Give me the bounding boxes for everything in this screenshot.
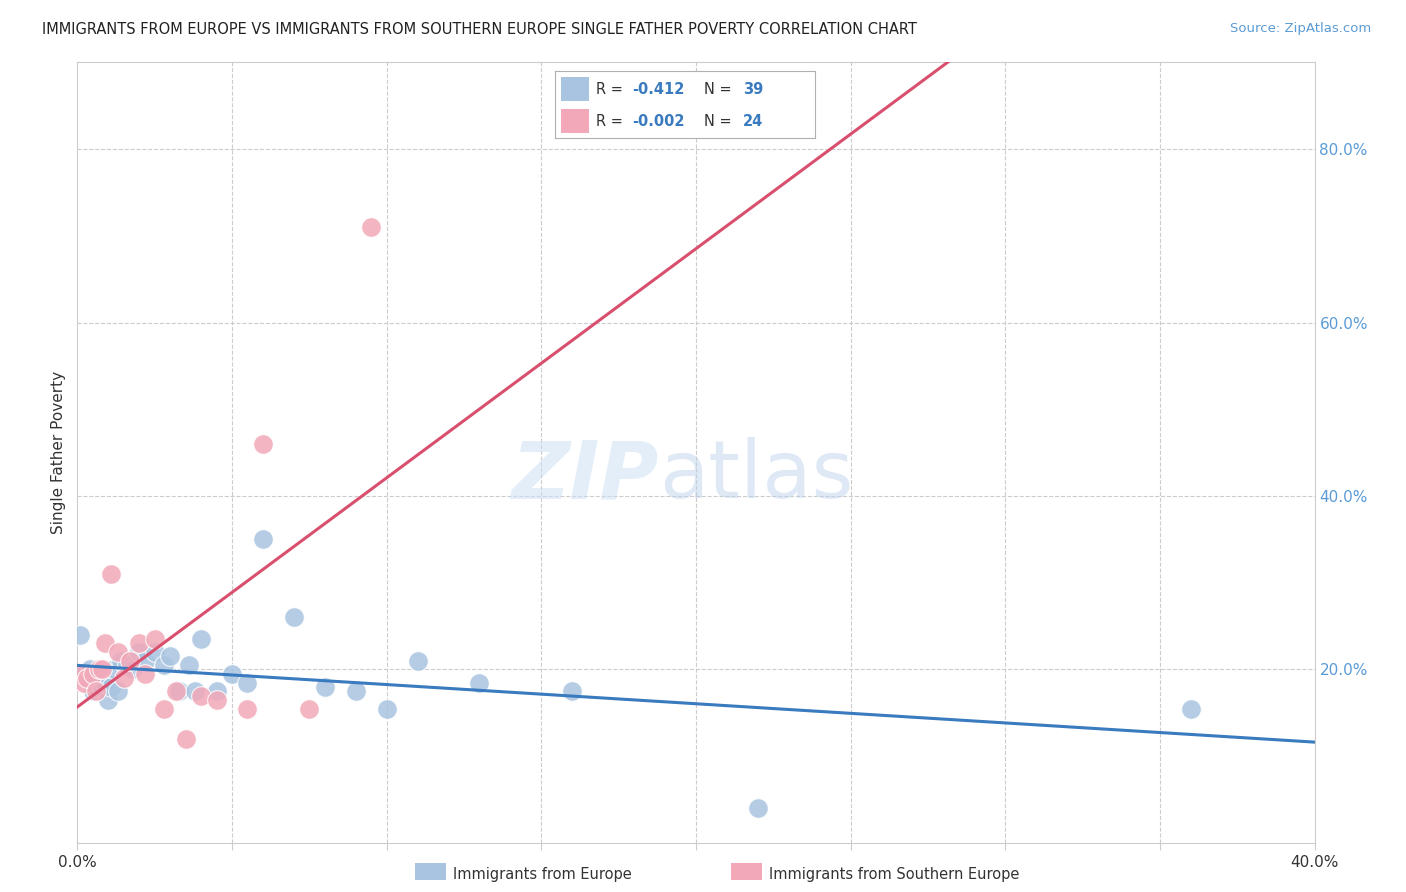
Point	[100, 680, 122, 694]
FancyBboxPatch shape	[561, 110, 589, 133]
Text: N =: N =	[703, 113, 735, 128]
Point	[468, 675, 491, 690]
Point	[283, 610, 305, 624]
Point	[110, 654, 132, 668]
Point	[174, 731, 197, 746]
Point	[94, 636, 117, 650]
Point	[169, 684, 191, 698]
Point	[205, 693, 228, 707]
Point	[153, 701, 176, 715]
Point	[79, 663, 101, 677]
Point	[100, 567, 122, 582]
Point	[107, 645, 129, 659]
Point	[252, 533, 274, 547]
Point	[91, 663, 114, 677]
Point	[375, 701, 398, 715]
Point	[236, 701, 259, 715]
Point	[82, 675, 104, 690]
Point	[165, 684, 187, 698]
Point	[236, 675, 259, 690]
Point	[128, 645, 150, 659]
Point	[118, 654, 141, 668]
Point	[72, 675, 94, 690]
Text: Immigrants from Southern Europe: Immigrants from Southern Europe	[769, 867, 1019, 881]
Point	[87, 663, 110, 677]
Point	[159, 649, 181, 664]
Text: ZIP: ZIP	[512, 437, 659, 515]
Point	[82, 684, 104, 698]
Point	[82, 666, 104, 681]
Point	[314, 680, 336, 694]
Point	[72, 666, 94, 681]
Text: IMMIGRANTS FROM EUROPE VS IMMIGRANTS FROM SOUTHERN EUROPE SINGLE FATHER POVERTY : IMMIGRANTS FROM EUROPE VS IMMIGRANTS FRO…	[42, 22, 917, 37]
Point	[1180, 701, 1202, 715]
Point	[190, 632, 212, 647]
Point	[143, 632, 166, 647]
Text: R =: R =	[596, 81, 627, 96]
Point	[128, 636, 150, 650]
Point	[153, 658, 176, 673]
Point	[84, 684, 107, 698]
Point	[107, 684, 129, 698]
Text: atlas: atlas	[659, 437, 853, 515]
Point	[91, 680, 114, 694]
Point	[184, 684, 207, 698]
Text: -0.412: -0.412	[633, 81, 685, 96]
Point	[143, 645, 166, 659]
Point	[87, 671, 110, 685]
Y-axis label: Single Father Poverty: Single Father Poverty	[51, 371, 66, 534]
Point	[561, 684, 583, 698]
Point	[221, 666, 243, 681]
Point	[344, 684, 367, 698]
Text: R =: R =	[596, 113, 627, 128]
Point	[94, 675, 117, 690]
FancyBboxPatch shape	[561, 78, 589, 101]
Text: 39: 39	[742, 81, 763, 96]
Point	[112, 671, 135, 685]
Point	[84, 680, 107, 694]
Point	[115, 658, 138, 673]
Point	[134, 654, 156, 668]
Point	[76, 671, 98, 685]
Point	[190, 689, 212, 703]
Point	[69, 666, 91, 681]
Text: 24: 24	[742, 113, 763, 128]
Point	[76, 671, 98, 685]
Point	[252, 437, 274, 451]
Point	[134, 666, 156, 681]
Point	[406, 654, 429, 668]
Point	[69, 628, 91, 642]
Point	[360, 220, 382, 235]
Point	[747, 801, 769, 815]
Point	[205, 684, 228, 698]
Text: Source: ZipAtlas.com: Source: ZipAtlas.com	[1230, 22, 1371, 36]
Point	[122, 663, 145, 677]
Point	[103, 663, 125, 677]
Point	[97, 693, 120, 707]
Text: -0.002: -0.002	[633, 113, 685, 128]
Point	[298, 701, 321, 715]
Point	[177, 658, 200, 673]
Text: N =: N =	[703, 81, 735, 96]
Text: Immigrants from Europe: Immigrants from Europe	[453, 867, 631, 881]
